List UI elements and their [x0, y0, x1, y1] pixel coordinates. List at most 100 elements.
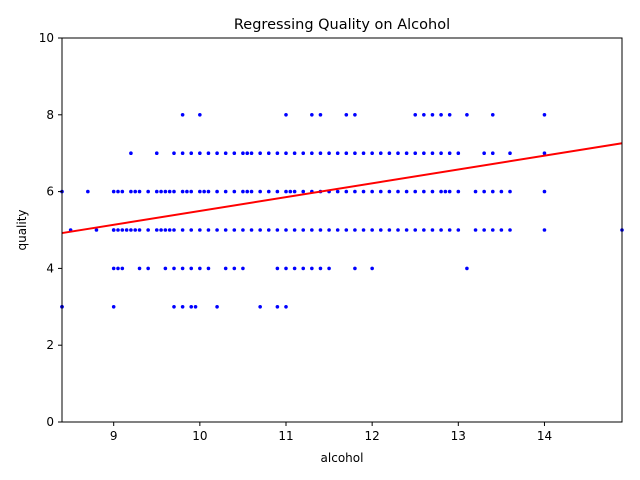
chart-title: Regressing Quality on Alcohol — [234, 17, 450, 33]
data-point — [167, 189, 172, 194]
data-point — [301, 189, 306, 194]
data-point — [180, 189, 185, 194]
data-point — [370, 228, 374, 232]
data-point — [456, 151, 461, 155]
data-point — [245, 189, 250, 194]
data-point — [387, 228, 392, 232]
x-tick-label: 10 — [192, 429, 207, 443]
data-point — [404, 228, 409, 232]
data-point — [404, 151, 409, 155]
data-point — [542, 189, 547, 194]
data-point — [465, 113, 469, 117]
data-point — [223, 151, 228, 155]
data-point — [490, 151, 495, 155]
data-point — [180, 228, 185, 232]
data-point — [396, 151, 400, 155]
data-point — [353, 113, 357, 117]
data-point — [215, 305, 219, 309]
data-point — [284, 189, 288, 194]
data-point — [447, 189, 452, 194]
data-point — [180, 151, 185, 155]
data-point — [116, 189, 120, 194]
data-point — [172, 151, 176, 155]
data-point — [396, 228, 400, 232]
data-point — [180, 266, 185, 271]
data-point — [159, 228, 163, 232]
x-tick-label: 12 — [365, 429, 380, 443]
data-point — [275, 151, 280, 155]
data-point — [310, 113, 314, 117]
data-point — [318, 266, 323, 271]
data-point — [266, 228, 271, 232]
data-points — [60, 113, 624, 309]
data-point — [456, 228, 461, 232]
data-point — [542, 151, 547, 155]
data-point — [129, 189, 133, 194]
data-point — [189, 266, 194, 271]
data-point — [137, 228, 142, 232]
data-point — [189, 305, 194, 309]
regression-line — [61, 142, 623, 235]
data-point — [215, 189, 219, 194]
data-point — [172, 305, 176, 309]
data-point — [439, 228, 443, 232]
data-point — [245, 151, 250, 155]
data-point — [430, 189, 435, 194]
data-point — [111, 228, 116, 232]
data-point — [223, 266, 228, 271]
data-point — [284, 266, 288, 271]
x-axis-ticks: 9 10 11 12 13 14 — [110, 422, 552, 443]
data-point — [473, 228, 478, 232]
data-point — [447, 151, 452, 155]
y-tick-label: 6 — [46, 185, 54, 199]
data-point — [284, 151, 288, 155]
data-point — [193, 305, 198, 309]
data-point — [275, 189, 280, 194]
data-point — [116, 266, 120, 271]
data-point — [292, 151, 297, 155]
data-point — [508, 151, 512, 155]
data-point — [120, 189, 125, 194]
data-point — [422, 151, 426, 155]
data-point — [413, 113, 418, 117]
data-point — [163, 228, 168, 232]
data-point — [146, 266, 150, 271]
data-point — [542, 228, 547, 232]
data-point — [443, 189, 448, 194]
x-axis-label: alcohol — [321, 451, 364, 465]
data-point — [258, 228, 262, 232]
data-point — [185, 189, 189, 194]
data-point — [456, 189, 461, 194]
data-point — [301, 151, 306, 155]
data-point — [232, 266, 237, 271]
data-point — [353, 266, 357, 271]
data-point — [198, 228, 202, 232]
data-point — [301, 228, 306, 232]
data-point — [447, 228, 452, 232]
data-point — [137, 266, 142, 271]
data-point — [206, 266, 211, 271]
data-point — [508, 189, 512, 194]
data-point — [370, 266, 374, 271]
data-point — [310, 228, 314, 232]
data-point — [284, 228, 288, 232]
plot-frame — [61, 37, 623, 423]
data-point — [133, 228, 138, 232]
data-point — [180, 305, 185, 309]
data-point — [327, 151, 331, 155]
data-point — [232, 189, 237, 194]
data-point — [137, 189, 142, 194]
data-point — [542, 113, 547, 117]
data-point — [223, 228, 228, 232]
x-tick-label: 11 — [278, 429, 293, 443]
data-point — [310, 151, 314, 155]
data-point — [361, 151, 366, 155]
data-point — [189, 151, 194, 155]
data-point — [172, 266, 176, 271]
data-point — [335, 151, 340, 155]
data-point — [430, 113, 435, 117]
data-point — [94, 228, 99, 232]
y-tick-label: 10 — [39, 31, 54, 45]
data-point — [404, 189, 409, 194]
data-point — [344, 113, 349, 117]
